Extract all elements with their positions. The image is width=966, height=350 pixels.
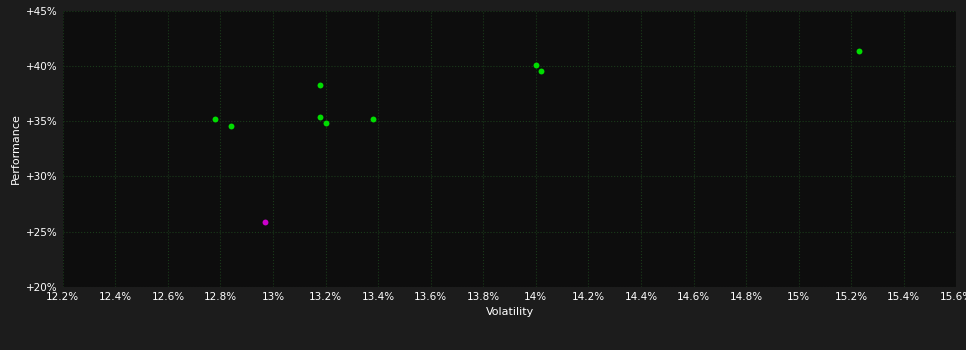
Point <box>528 62 544 68</box>
Point <box>257 219 272 225</box>
Point <box>318 120 333 126</box>
X-axis label: Volatility: Volatility <box>486 307 533 317</box>
Point <box>208 116 223 122</box>
Point <box>313 114 328 119</box>
Point <box>365 116 381 122</box>
Point <box>223 123 239 128</box>
Y-axis label: Performance: Performance <box>11 113 20 184</box>
Point <box>313 82 328 88</box>
Point <box>851 49 867 54</box>
Point <box>533 69 549 74</box>
